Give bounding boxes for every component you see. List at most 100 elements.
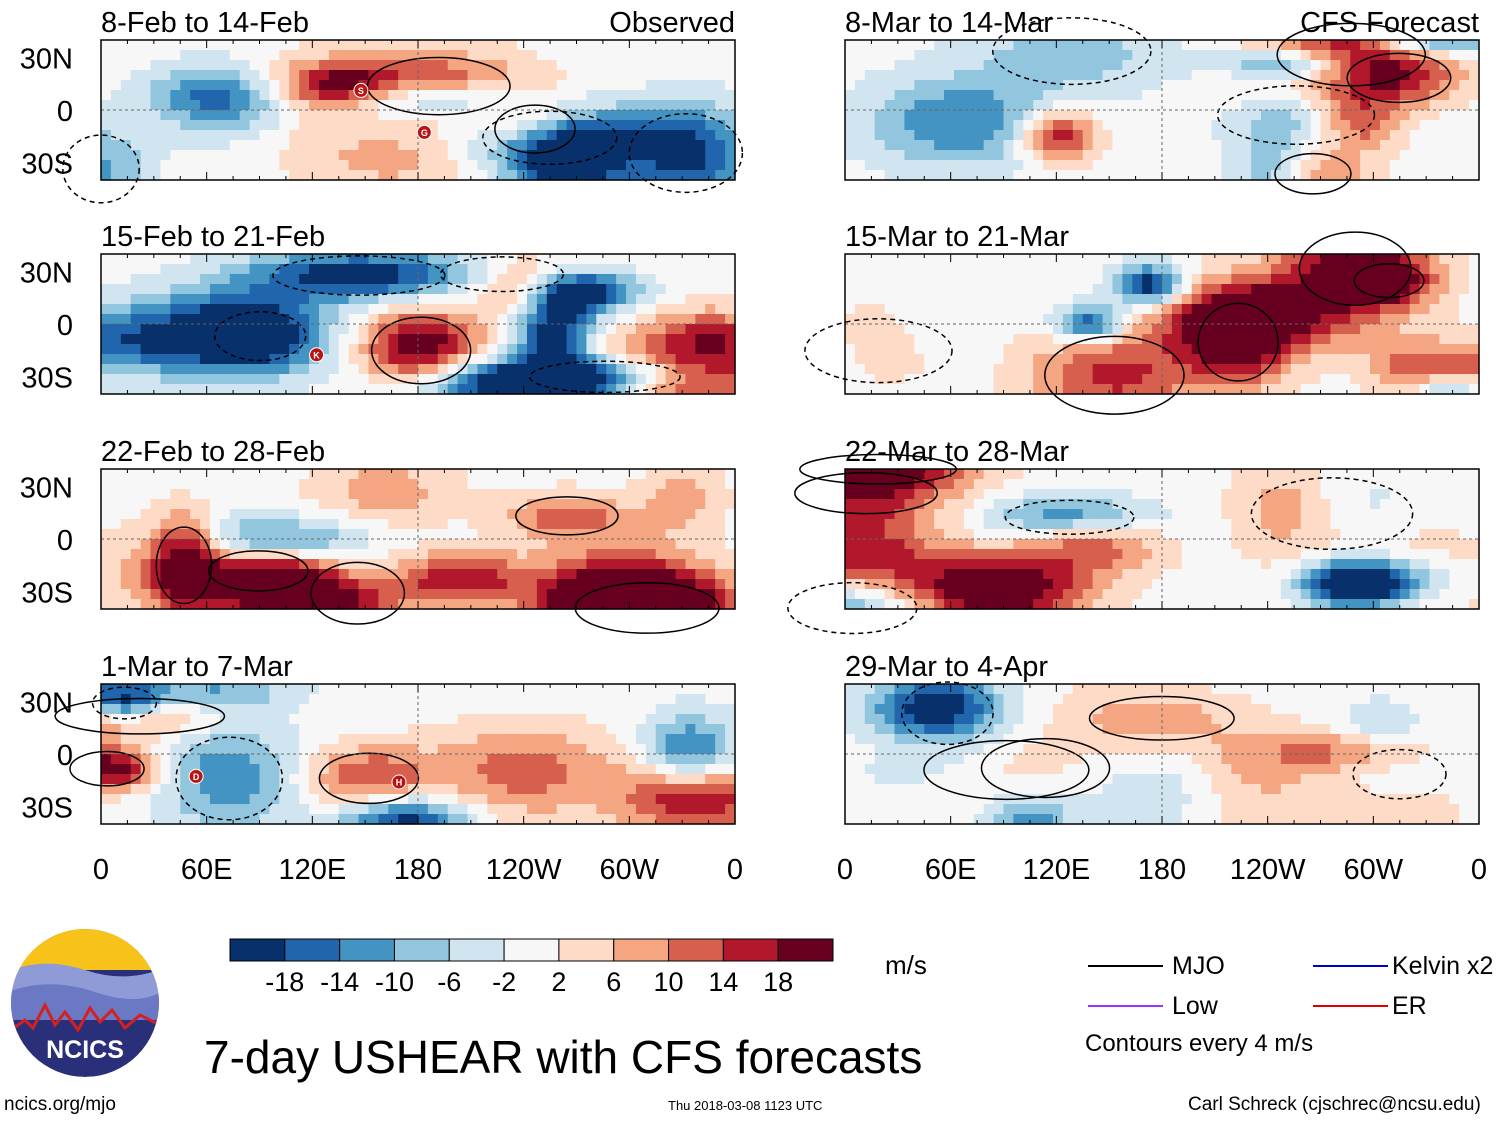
shear-cell [368, 599, 379, 610]
shear-cell [180, 599, 191, 610]
shear-cell [368, 384, 379, 395]
shear-cell [309, 110, 320, 121]
shear-cell [368, 469, 379, 480]
shear-cell [635, 569, 647, 580]
shear-cell [249, 814, 261, 825]
shear-cell [685, 374, 696, 385]
shear-cell [685, 589, 696, 600]
shear-cell [884, 150, 896, 161]
shear-cell [1142, 264, 1153, 275]
shear-cell [120, 364, 132, 375]
shear-cell [596, 479, 607, 490]
shear-cell [953, 264, 965, 275]
shear-cell [576, 80, 588, 91]
shear-cell [705, 714, 716, 725]
shear-cell [200, 569, 211, 580]
shear-cell [427, 254, 439, 265]
shear-cell [725, 469, 736, 480]
shear-cell [546, 60, 558, 71]
shear-cell [1360, 110, 1371, 121]
shear-cell [1261, 130, 1272, 141]
shear-cell [437, 100, 449, 111]
shear-cell [526, 120, 538, 131]
shear-cell [1053, 50, 1064, 61]
shear-cell [487, 499, 498, 510]
shear-cell [170, 170, 181, 181]
shear-cell [418, 764, 429, 775]
shear-cell [1320, 50, 1332, 61]
shear-cell [1350, 170, 1361, 181]
shear-cell [1360, 160, 1371, 171]
shear-cell [635, 469, 647, 480]
shear-cell [596, 804, 607, 815]
shear-cell [993, 100, 1005, 111]
shear-cell [616, 794, 627, 805]
shear-cell [110, 40, 122, 51]
shear-cell [447, 254, 459, 265]
shear-cell [398, 284, 409, 295]
shear-cell [894, 264, 906, 275]
shear-cell [318, 579, 330, 590]
shear-cell [279, 794, 290, 805]
shear-cell [299, 804, 310, 815]
shear-cell [1399, 100, 1411, 111]
shear-cell [566, 40, 578, 51]
shear-cell [160, 264, 171, 275]
shear-cell [160, 704, 171, 715]
shear-cell [616, 754, 627, 765]
shear-cell [477, 100, 488, 111]
shear-cell [1152, 150, 1163, 161]
shear-cell [665, 814, 677, 825]
shear-cell [566, 384, 578, 395]
shear-cell [219, 519, 231, 530]
shear-cell [239, 684, 251, 695]
shear-cell [130, 519, 142, 530]
shear-cell [596, 274, 607, 285]
shear-cell [586, 784, 597, 795]
shear-cell [1112, 140, 1123, 151]
shear-cell [725, 714, 736, 725]
shear-cell [1162, 120, 1173, 131]
shear-cell [546, 364, 558, 375]
shear-cell [626, 499, 637, 510]
shear-cell [1261, 70, 1272, 81]
shear-cell [864, 40, 876, 51]
shear-cell [309, 509, 320, 520]
shear-cell [536, 469, 548, 480]
shear-cell [1043, 100, 1054, 111]
shear-cell [1241, 150, 1252, 161]
shear-cell [477, 539, 488, 550]
shear-cell [348, 764, 360, 775]
shear-cell [1360, 50, 1371, 61]
shear-cell [1469, 90, 1480, 101]
shear-cell [200, 794, 211, 805]
shear-cell [1280, 274, 1292, 285]
shear-cell [110, 479, 122, 490]
shear-cell [170, 324, 181, 335]
shear-cell [1102, 60, 1114, 71]
shear-cell [1360, 40, 1371, 51]
shear-cell [1162, 150, 1173, 161]
shear-cell [1201, 274, 1213, 285]
shear-cell [576, 704, 588, 715]
shear-cell [437, 334, 449, 345]
shear-cell [239, 559, 251, 570]
shear-cell [576, 254, 588, 265]
shear-cell [110, 254, 122, 265]
shear-cell [289, 254, 300, 265]
shear-cell [586, 384, 597, 395]
shear-cell [279, 539, 290, 550]
shear-cell [447, 499, 459, 510]
shear-cell [477, 324, 488, 335]
shear-cell [497, 599, 508, 610]
shear-cell [546, 274, 558, 285]
shear-cell [1409, 50, 1421, 61]
shear-cell [358, 549, 370, 560]
shear-cell [368, 140, 379, 151]
shear-cell [705, 264, 716, 275]
shear-cell [705, 334, 716, 345]
shear-cell [209, 724, 221, 735]
shear-cell [110, 559, 122, 570]
shear-cell [1389, 80, 1401, 91]
shear-cell [309, 334, 320, 345]
